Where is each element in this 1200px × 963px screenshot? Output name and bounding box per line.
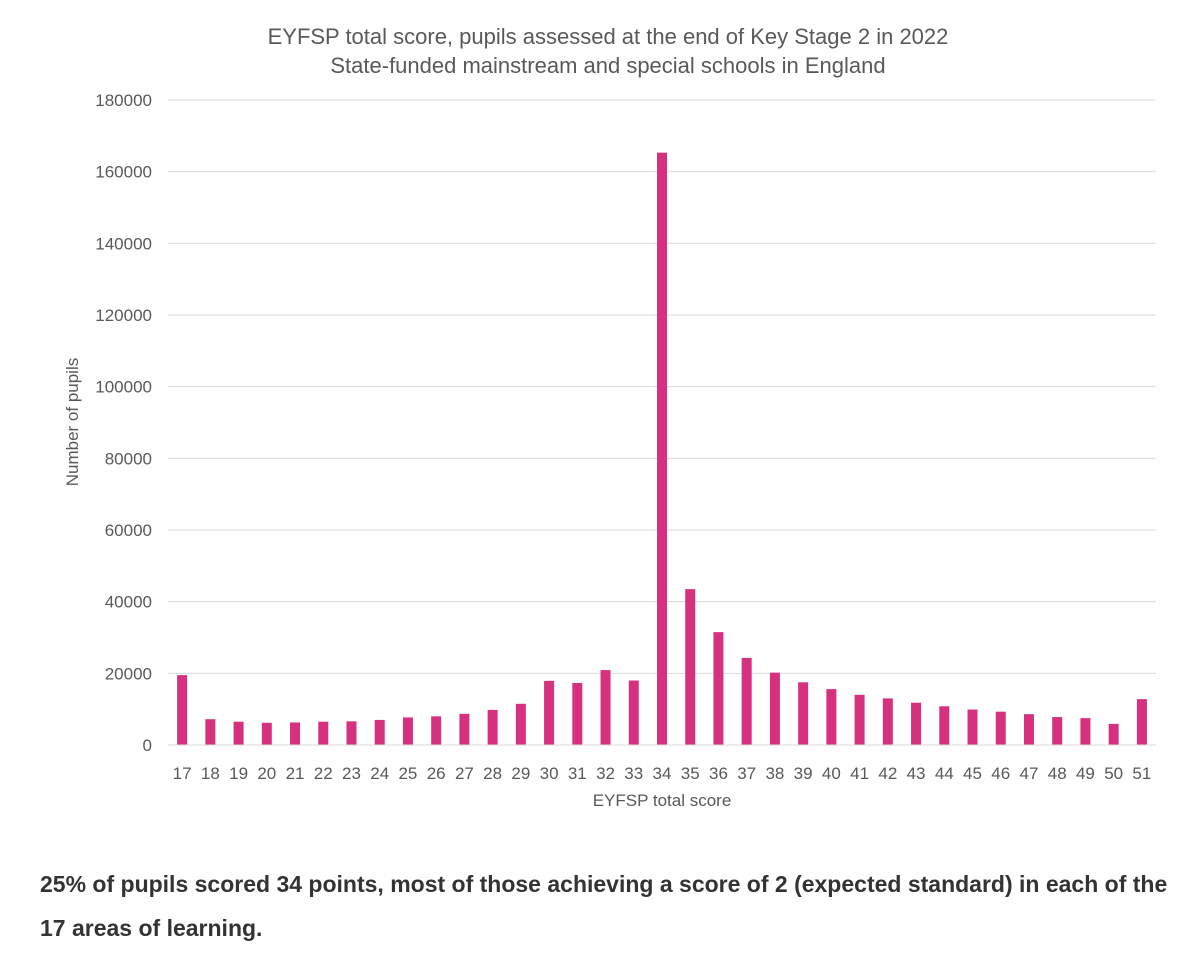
bar-51 [1136,699,1147,745]
y-tick-label: 100000 [95,378,152,397]
bar-49 [1080,718,1091,745]
chart-caption: 25% of pupils scored 34 points, most of … [40,871,1168,941]
x-tick-label: 44 [935,764,954,783]
x-tick-label: 28 [483,764,502,783]
bar-47 [1023,714,1034,745]
chart-container: EYFSP total score, pupils assessed at th… [63,24,1156,810]
chart-title: EYFSP total score, pupils assessed at th… [268,24,949,49]
bar-21 [290,722,301,745]
x-tick-label: 37 [737,764,756,783]
x-tick-label: 46 [991,764,1010,783]
bar-44 [939,706,950,745]
y-axis-label: Number of pupils [63,358,82,487]
x-tick-label: 29 [511,764,530,783]
y-tick-label: 180000 [95,91,152,110]
bar-39 [798,682,809,745]
y-axis-ticks: 0 20000 40000 60000 80000 100000 120000 140000 1… [95,91,152,755]
y-tick-label: 140000 [95,234,152,253]
bar-46 [995,711,1006,745]
bar-27 [459,713,470,745]
x-tick-label: 40 [822,764,841,783]
x-tick-label: 23 [342,764,361,783]
bar-24 [374,719,385,745]
bar-20 [261,722,272,745]
bar-42 [882,698,893,745]
x-tick-label: 50 [1104,764,1123,783]
x-tick-label: 38 [765,764,784,783]
x-tick-label: 36 [709,764,728,783]
x-tick-label: 33 [624,764,643,783]
y-tick-label: 20000 [105,664,152,683]
bar-29 [515,703,526,745]
bar-chart: EYFSP total score, pupils assessed at th… [63,24,1156,810]
bar-38 [769,672,780,745]
bar-30 [544,680,555,745]
x-tick-label: 48 [1048,764,1067,783]
x-tick-label: 43 [907,764,926,783]
x-tick-label: 24 [370,764,389,783]
x-tick-label: 31 [568,764,587,783]
x-tick-label: 30 [540,764,559,783]
y-tick-label: 160000 [95,163,152,182]
bar-18 [205,719,216,745]
x-tick-label: 47 [1020,764,1039,783]
x-tick-label: 49 [1076,764,1095,783]
bar-40 [826,689,837,745]
x-tick-label: 35 [681,764,700,783]
bar-17 [177,675,188,745]
bars [177,152,1147,746]
y-tick-label: 0 [143,736,152,755]
bar-41 [854,694,865,745]
bar-22 [318,721,329,745]
bar-37 [741,657,752,745]
x-tick-label: 27 [455,764,474,783]
x-tick-label: 17 [173,764,192,783]
x-tick-label: 21 [286,764,305,783]
x-tick-label: 25 [398,764,417,783]
bar-32 [600,670,611,745]
bar-19 [233,721,244,745]
x-tick-label: 26 [427,764,446,783]
x-tick-label: 19 [229,764,248,783]
y-tick-label: 120000 [95,306,152,325]
bar-48 [1052,717,1063,745]
x-tick-label: 20 [257,764,276,783]
x-axis-label: EYFSP total score [593,791,732,810]
x-tick-label: 39 [794,764,813,783]
x-tick-label: 42 [878,764,897,783]
y-tick-label: 60000 [105,521,152,540]
chart-subtitle: State-funded mainstream and special scho… [330,53,885,78]
x-tick-label: 32 [596,764,615,783]
x-axis-ticks: 17 18 19 20 21 22 23 24 25 26 27 28 29 30 31 32 33 34 35 36… [173,764,1152,783]
bar-25 [402,717,413,745]
x-tick-label: 34 [653,764,672,783]
bar-36 [713,632,724,745]
x-tick-label: 41 [850,764,869,783]
bar-31 [572,683,583,745]
bar-28 [487,709,498,745]
y-tick-label: 80000 [105,449,152,468]
x-tick-label: 18 [201,764,220,783]
x-tick-label: 51 [1132,764,1151,783]
x-tick-label: 45 [963,764,982,783]
x-tick-label: 22 [314,764,333,783]
bar-35 [685,589,696,745]
bar-23 [346,721,357,745]
bar-33 [628,680,639,745]
bar-43 [911,702,922,745]
bar-50 [1108,723,1119,745]
bar-45 [967,709,978,745]
bar-34 [657,152,667,746]
y-tick-label: 40000 [105,593,152,612]
bar-26 [431,716,442,745]
